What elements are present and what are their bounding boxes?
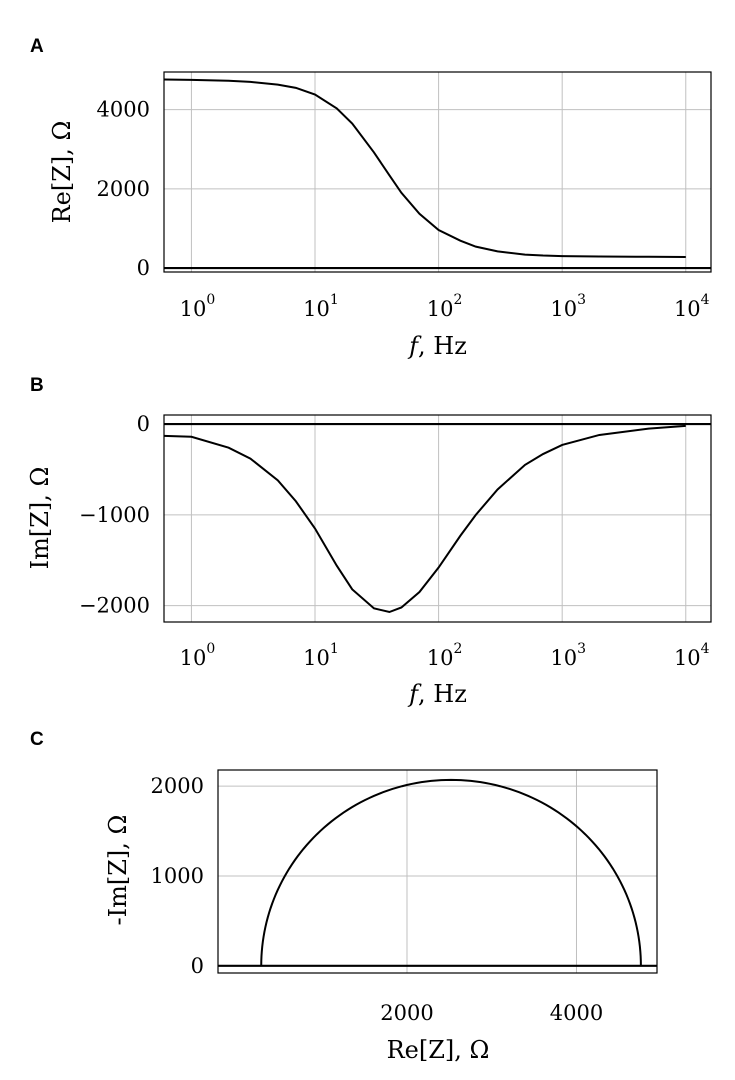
x-tick-label-a-4: 104 — [674, 292, 710, 321]
x-tick-label-b-2: 102 — [427, 641, 463, 670]
x-tick-label-b-0: 100 — [180, 641, 216, 670]
grid-b — [164, 415, 711, 622]
grid-c — [218, 770, 657, 973]
x-tick-label-a-1: 101 — [303, 292, 339, 321]
y-ticks-a: 0 2000 4000 — [97, 98, 150, 280]
series-line-b — [163, 424, 686, 614]
panel-letter-c: C — [30, 729, 44, 750]
y-axis-label-b: Im[Z], Ω — [26, 467, 54, 570]
x-tick-label-c-0: 2000 — [380, 1001, 433, 1025]
y-tick-label-b-0: 0 — [137, 412, 150, 436]
x-tick-label-a-0: 100 — [180, 292, 216, 321]
panel-letter-b: B — [30, 375, 44, 396]
y-axis-label-c: -Im[Z], Ω — [104, 815, 132, 926]
plot-frame-b — [163, 414, 712, 623]
y-tick-label-c-0: 0 — [191, 954, 204, 978]
x-tick-label-b-4: 104 — [674, 641, 710, 670]
x-tick-label-b-1: 101 — [303, 641, 339, 670]
x-axis-label-c: Re[Z], Ω — [387, 1036, 490, 1064]
x-tick-label-b-3: 103 — [550, 641, 586, 670]
x-ticks-c: 2000 4000 — [380, 1001, 603, 1025]
x-ticks-a: 100 101 102 103 104 — [180, 292, 710, 321]
y-tick-label-c-2: 2000 — [151, 774, 204, 798]
x-tick-label-a-2: 102 — [427, 292, 463, 321]
x-ticks-b: 100 101 102 103 104 — [180, 641, 710, 670]
x-tick-label-c-1: 4000 — [550, 1001, 603, 1025]
series-line-c — [260, 778, 642, 966]
series-line-a — [163, 78, 686, 258]
y-tick-label-c-1: 1000 — [151, 864, 204, 888]
y-tick-label-a-1: 2000 — [97, 177, 150, 201]
x-axis-label-a: f, Hz — [407, 332, 467, 360]
panel-a: A 0 2000 4000 100 101 102 103 104 f, Hz Re[Z],… — [30, 36, 712, 360]
panel-b: B 0 −1000 −2000 100 101 102 103 104 f, Hz Im[Z… — [26, 375, 712, 708]
y-tick-label-a-0: 0 — [137, 256, 150, 280]
y-tick-label-b-1: −1000 — [79, 503, 150, 527]
y-tick-label-b-2: −2000 — [79, 594, 150, 618]
plot-frame-a — [163, 71, 712, 273]
x-axis-label-b: f, Hz — [407, 680, 467, 708]
grid-a — [164, 72, 711, 272]
y-axis-label-a: Re[Z], Ω — [48, 121, 76, 224]
plot-frame-c — [217, 769, 658, 974]
y-ticks-c: 0 1000 2000 — [151, 774, 204, 978]
y-tick-label-a-2: 4000 — [97, 98, 150, 122]
y-ticks-b: 0 −1000 −2000 — [79, 412, 150, 618]
panel-c: C 0 1000 2000 2000 4000 Re[Z], Ω -Im[Z], Ω — [30, 729, 658, 1064]
x-tick-label-a-3: 103 — [550, 292, 586, 321]
panel-letter-a: A — [30, 36, 44, 57]
